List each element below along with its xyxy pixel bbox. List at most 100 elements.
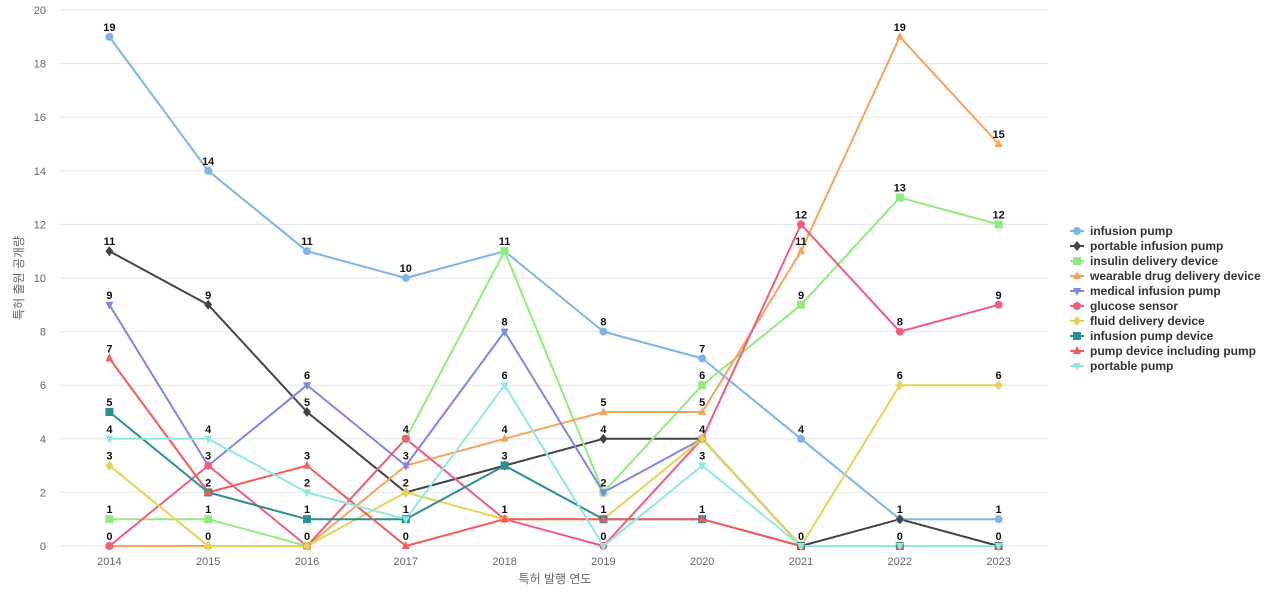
data-point [401, 516, 410, 525]
data-label: 4 [205, 424, 212, 436]
data-point [204, 435, 213, 444]
grid [60, 9, 1048, 547]
y-axis-ticks: 0 2 4 6 8 10 12 14 16 18 20 [34, 5, 46, 553]
data-label: 1 [996, 504, 1002, 516]
data-point [500, 328, 509, 337]
data-point [401, 434, 410, 443]
data-point [105, 32, 114, 41]
data-label: 1 [205, 504, 211, 516]
legend-marker-icon [1073, 346, 1081, 354]
y-tick-label: 10 [34, 273, 46, 285]
data-point [105, 435, 114, 444]
x-tick-label: 2023 [986, 556, 1010, 568]
data-point [401, 274, 410, 282]
data-label: 7 [699, 343, 705, 355]
legend-marker-icon [1073, 316, 1081, 326]
x-tick-label: 2021 [789, 556, 813, 568]
data-point [599, 327, 608, 336]
legend-label: portable pump [1090, 359, 1173, 373]
series-line-9 [109, 384, 999, 547]
legend-marker-icon [1073, 257, 1081, 265]
y-tick-label: 16 [34, 112, 46, 124]
data-point [105, 460, 114, 471]
data-point [797, 220, 805, 229]
y-tick-label: 4 [40, 434, 46, 446]
data-point [895, 31, 904, 40]
data-label: 4 [502, 424, 509, 436]
data-label: 9 [996, 290, 1002, 302]
data-point [303, 382, 311, 391]
data-label: 5 [600, 397, 606, 409]
data-label: 0 [600, 531, 606, 543]
data-label: 0 [897, 531, 903, 543]
y-tick-label: 14 [34, 166, 46, 178]
data-point [698, 514, 707, 523]
data-point [105, 408, 114, 416]
legend-item: portable infusion pump [1070, 239, 1223, 253]
data-point [204, 166, 213, 175]
data-label: 2 [205, 477, 211, 489]
data-label: 5 [699, 397, 705, 409]
legend-label: fluid delivery device [1090, 314, 1205, 328]
data-point [797, 300, 805, 309]
data-label: 19 [103, 22, 115, 34]
data-point [500, 433, 509, 442]
data-label: 5 [106, 397, 112, 409]
data-label: 14 [202, 156, 215, 168]
data-point [401, 462, 410, 471]
data-label: 3 [502, 451, 508, 463]
data-label: 4 [699, 424, 706, 436]
data-label: 4 [403, 424, 410, 436]
series-line-7 [108, 411, 999, 547]
data-label: 0 [304, 531, 310, 543]
data-label: 12 [795, 209, 807, 221]
data-point [599, 407, 608, 415]
x-tick-label: 2016 [295, 556, 319, 568]
data-label: 19 [894, 22, 906, 34]
data-label: 0 [996, 531, 1002, 543]
data-point [895, 327, 904, 336]
legend-label: insulin delivery device [1090, 254, 1218, 268]
data-label: 12 [992, 209, 1004, 221]
legend-marker-icon [1073, 288, 1081, 296]
data-label: 2 [600, 477, 606, 489]
legend-label: wearable drug delivery device [1089, 269, 1261, 283]
y-tick-label: 0 [40, 541, 46, 553]
data-label: 1 [600, 504, 606, 516]
legend-marker-icon [1073, 241, 1081, 251]
data-point [994, 139, 1003, 147]
data-point [303, 515, 311, 524]
legend-marker-icon [1073, 271, 1081, 279]
data-label: 4 [798, 424, 805, 436]
data-label: 10 [400, 263, 412, 275]
data-label: 0 [403, 531, 409, 543]
legend-label: medical infusion pump [1090, 284, 1221, 298]
x-tick-label: 2019 [591, 556, 615, 568]
data-label: 2 [304, 477, 310, 489]
data-label: 15 [992, 129, 1004, 141]
data-point [797, 434, 805, 443]
data-label: 6 [699, 370, 705, 382]
data-point [895, 514, 904, 525]
data-point [994, 515, 1003, 524]
data-point [500, 514, 509, 523]
legend-marker-icon [1073, 363, 1081, 371]
data-label: 8 [897, 317, 903, 329]
data-label: 5 [304, 397, 310, 409]
data-label: 8 [502, 317, 508, 329]
series-lines [108, 35, 1000, 547]
data-point [599, 543, 608, 551]
data-point [895, 193, 904, 202]
x-tick-label: 2015 [196, 556, 220, 568]
data-label: 1 [403, 504, 409, 516]
data-point [303, 407, 311, 417]
x-axis-ticks: 2014 2015 2016 2017 2018 2019 2020 2021 2022 2023 [97, 556, 1011, 568]
data-point [303, 460, 311, 469]
data-point [698, 407, 707, 415]
legend-item: fluid delivery device [1070, 314, 1205, 328]
data-point [204, 299, 213, 310]
data-label: 7 [106, 343, 112, 355]
data-point [105, 353, 114, 362]
legend-item: medical infusion pump [1070, 284, 1221, 298]
